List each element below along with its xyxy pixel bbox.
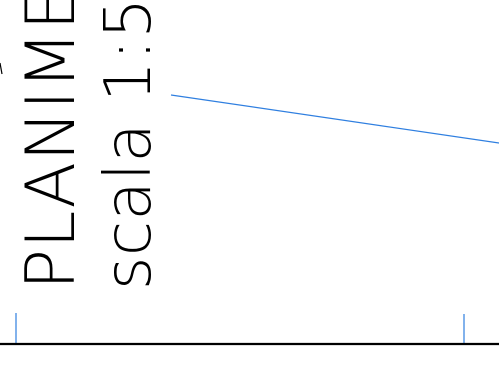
drawing-scale-label: scala 1:50 <box>92 0 166 290</box>
drawing-title: PLANIMET <box>12 0 91 290</box>
blue-leader-line <box>170 94 499 144</box>
left-edge-mark <box>0 62 3 75</box>
